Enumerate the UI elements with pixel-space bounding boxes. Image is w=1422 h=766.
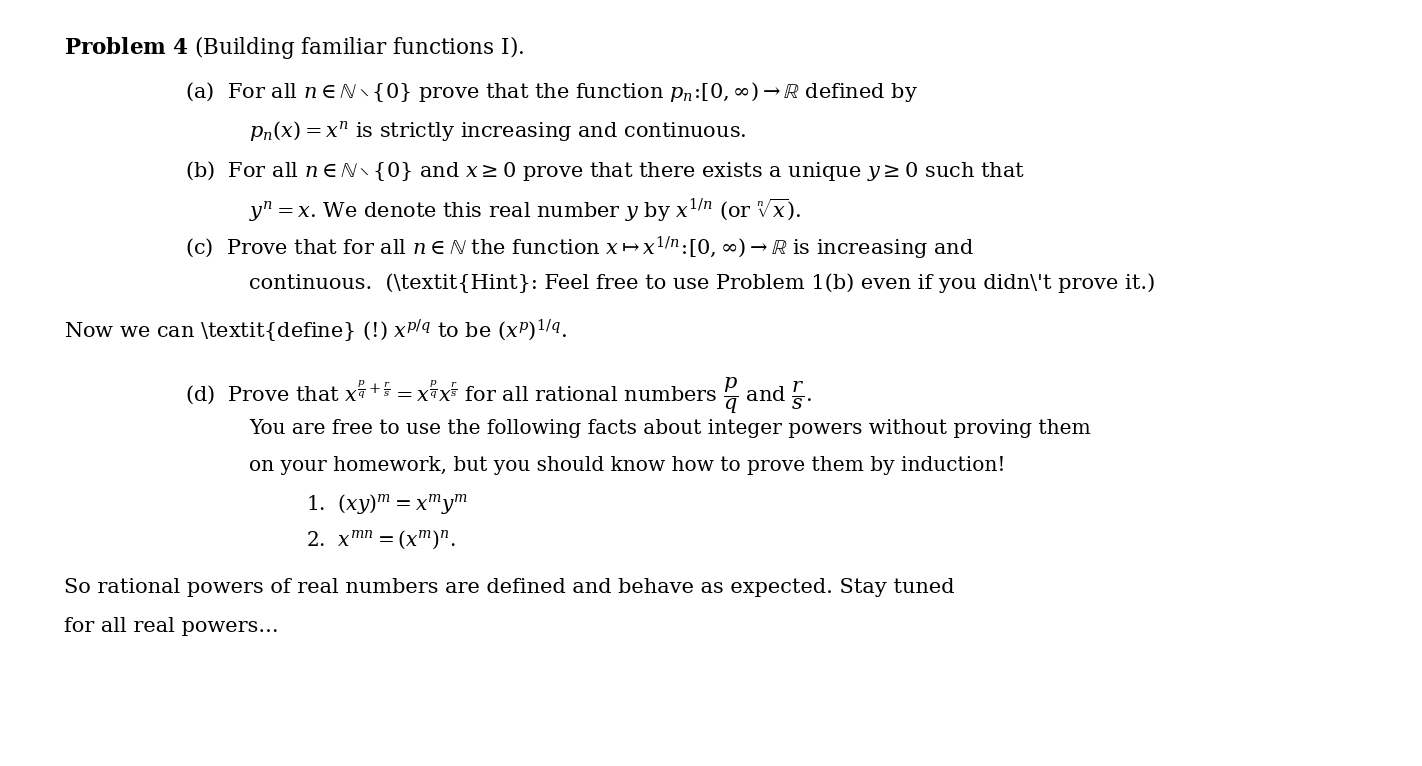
Text: (a)  For all $n \in \mathbb{N} \setminus \{0\}$ prove that the function $p_n\!:\: (a) For all $n \in \mathbb{N} \setminus … <box>185 80 917 104</box>
Text: 1.  $(xy)^m = x^m y^m$: 1. $(xy)^m = x^m y^m$ <box>306 492 468 516</box>
Text: for all real powers...: for all real powers... <box>64 617 279 636</box>
Text: continuous.  (\textit{Hint}: Feel free to use Problem 1(b) even if you didn\'t p: continuous. (\textit{Hint}: Feel free to… <box>249 273 1155 293</box>
Text: $p_n(x) = x^n$ is strictly increasing and continuous.: $p_n(x) = x^n$ is strictly increasing an… <box>249 119 747 142</box>
Text: (c)  Prove that for all $n \in \mathbb{N}$ the function $x \mapsto x^{1/n}\!:\![: (c) Prove that for all $n \in \mathbb{N}… <box>185 235 974 263</box>
Text: 2.  $x^{mn} = (x^m)^n$.: 2. $x^{mn} = (x^m)^n$. <box>306 529 455 551</box>
Text: $\mathbf{Problem\ 4}$ (Building familiar functions I).: $\mathbf{Problem\ 4}$ (Building familiar… <box>64 34 525 61</box>
Text: (d)  Prove that $x^{\frac{p}{q}+\frac{r}{s}} = x^{\frac{p}{q}} x^{\frac{r}{s}}$ : (d) Prove that $x^{\frac{p}{q}+\frac{r}{… <box>185 375 812 416</box>
Text: You are free to use the following facts about integer powers without proving the: You are free to use the following facts … <box>249 419 1091 438</box>
Text: Now we can \textit{define} (!) $x^{p/q}$ to be $(x^p)^{1/q}$.: Now we can \textit{define} (!) $x^{p/q}$… <box>64 318 567 345</box>
Text: on your homework, but you should know how to prove them by induction!: on your homework, but you should know ho… <box>249 456 1005 475</box>
Text: So rational powers of real numbers are defined and behave as expected. Stay tune: So rational powers of real numbers are d… <box>64 578 954 597</box>
Text: (b)  For all $n \in \mathbb{N} \setminus \{0\}$ and $x \geq 0$ prove that there : (b) For all $n \in \mathbb{N} \setminus … <box>185 159 1025 182</box>
Text: $y^n = x$. We denote this real number $y$ by $x^{1/n}$ (or $\sqrt[n]{x}$).: $y^n = x$. We denote this real number $y… <box>249 197 802 224</box>
